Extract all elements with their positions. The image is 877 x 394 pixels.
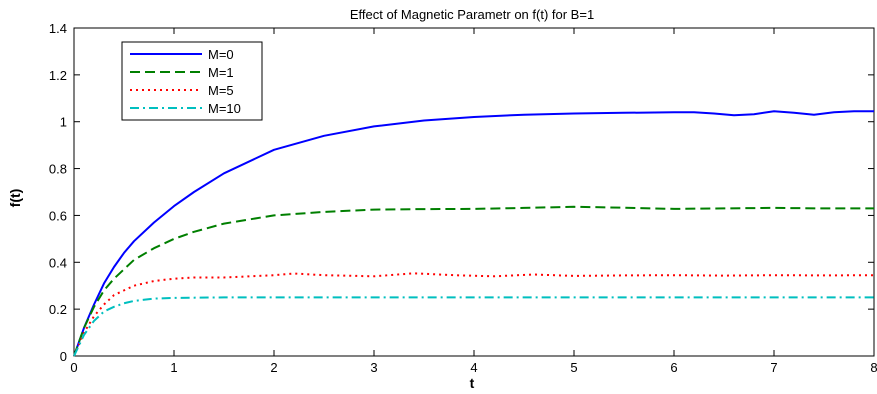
y-tick-label: 0.6 — [49, 208, 67, 223]
x-tick-label: 5 — [570, 360, 577, 375]
series-line-m-0 — [73, 110, 874, 357]
series-line-m-10 — [73, 296, 874, 357]
x-tick-label: 6 — [670, 360, 677, 375]
series-line-m-1 — [73, 205, 874, 357]
legend-label: M=1 — [208, 65, 234, 80]
x-tick-label: 1 — [170, 360, 177, 375]
x-tick-label: 3 — [370, 360, 377, 375]
x-axis-label: t — [470, 375, 475, 391]
y-axis-label: f(t) — [7, 189, 23, 208]
series-layer — [73, 110, 875, 357]
y-tick-label: 0.8 — [49, 162, 67, 177]
y-tick-label: 1.2 — [49, 68, 67, 83]
y-tick-label: 1.4 — [49, 21, 67, 36]
y-tick-label: 1 — [60, 115, 67, 130]
legend-label: M=5 — [208, 83, 234, 98]
legend-label: M=10 — [208, 101, 241, 116]
legend: M=0 M=1 M=5 M=10 — [121, 41, 263, 121]
x-tick-label: 4 — [470, 360, 477, 375]
y-tick-label: 0.4 — [49, 255, 67, 270]
x-tick-label: 7 — [770, 360, 777, 375]
x-tick-label: 0 — [70, 360, 77, 375]
y-tick-label: 0 — [60, 349, 67, 364]
legend-label: M=0 — [208, 47, 234, 62]
chart-title: Effect of Magnetic Parametr on f(t) for … — [350, 7, 594, 22]
x-tick-label: 2 — [270, 360, 277, 375]
series-line-m-5 — [73, 272, 875, 357]
x-tick-label: 8 — [870, 360, 877, 375]
y-tick-label: 0.2 — [49, 302, 67, 317]
